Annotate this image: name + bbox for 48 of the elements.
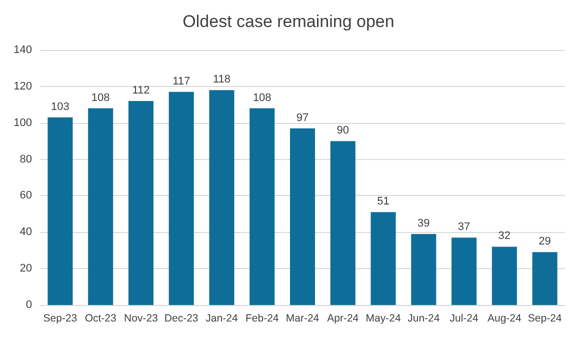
x-tick-label: Mar-24	[286, 312, 320, 324]
x-tick-label: Jul-24	[450, 312, 478, 324]
y-tick-label: 100	[14, 116, 32, 129]
x-tick-label: Dec-23	[164, 312, 198, 324]
x-tick-label: Jan-24	[206, 312, 238, 324]
bar	[290, 128, 316, 305]
data-label: 108	[91, 92, 110, 104]
bar	[532, 252, 558, 305]
x-tick-label: Sep-23	[43, 312, 78, 324]
bar	[168, 92, 194, 305]
y-tick-label: 120	[14, 80, 32, 92]
data-label: 32	[498, 230, 511, 242]
data-label: 90	[336, 124, 350, 137]
x-tick-label: Jun-24	[408, 312, 440, 324]
x-tick-label: Apr-24	[327, 312, 359, 324]
bar	[48, 117, 73, 305]
x-tick-label: Aug-24	[487, 312, 522, 324]
data-label: 51	[377, 196, 390, 208]
data-label: 112	[132, 84, 150, 96]
bar	[128, 101, 154, 305]
bar	[250, 108, 275, 305]
data-label: 117	[172, 75, 190, 88]
y-tick-label: 140	[14, 44, 32, 56]
y-tick-label: 80	[20, 153, 32, 166]
bar	[370, 212, 396, 305]
x-tick-label: Oct-23	[84, 312, 116, 324]
data-label: 118	[212, 74, 231, 86]
bar	[492, 246, 517, 305]
x-tick-label: Nov-23	[124, 312, 158, 324]
chart-title: Oldest case remaining open	[182, 12, 394, 31]
data-label: 39	[418, 217, 430, 230]
y-tick-label: 60	[20, 190, 32, 202]
data-label: 103	[51, 100, 70, 113]
bar	[88, 108, 114, 305]
x-tick-label: Feb-24	[245, 312, 279, 324]
y-tick-label: 40	[20, 226, 32, 238]
data-label: 37	[458, 221, 470, 234]
y-tick-label: 0	[26, 299, 32, 311]
y-tick-label: 20	[20, 262, 32, 275]
bar	[330, 141, 356, 305]
data-label: 97	[296, 112, 309, 124]
bar	[411, 234, 436, 305]
data-label: 29	[538, 236, 551, 248]
x-tick-label: Sep-24	[528, 312, 562, 324]
bar	[209, 90, 234, 305]
data-label: 108	[252, 92, 272, 104]
x-tick-label: May-24	[366, 312, 401, 324]
bar	[452, 238, 477, 305]
